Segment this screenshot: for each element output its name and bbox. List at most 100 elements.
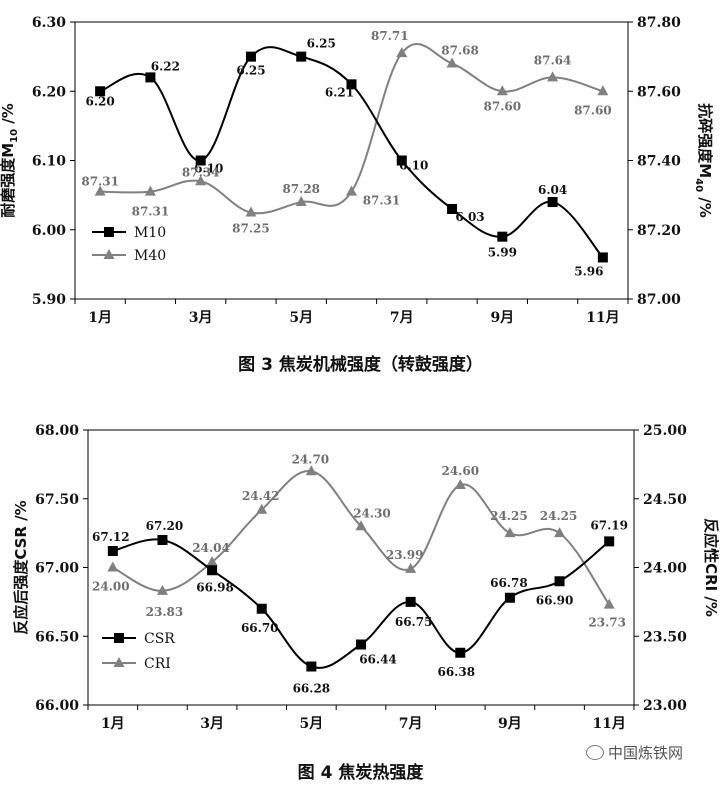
legend-marker [114,633,124,643]
series-m40-data-label: 87.60 [484,99,522,113]
x-tick-label: 1月 [88,310,112,326]
series-m10-data-label: 6.10 [194,162,223,176]
legend-label: CRI [144,656,171,672]
x-tick-label: 3月 [200,716,224,732]
series-cri-data-label: 24.60 [441,464,479,478]
series-m10-data-label: 6.21 [325,85,354,99]
series-m40-data-label: 87.31 [363,194,401,208]
y-right-tick-label: 87.80 [637,15,681,31]
series-m10-data-label: 6.22 [151,59,180,73]
series-csr-data-label: 66.98 [196,580,234,594]
series-csr-data-label: 66.90 [536,593,574,607]
series-m10-point [547,197,558,208]
x-tick-label: 11月 [592,716,625,732]
y-left-tick-label: 66.00 [35,698,79,714]
series-cri-point [355,520,367,531]
series-m10-point [447,203,458,214]
watermark: 中国炼铁网 [586,742,683,763]
series-cri-data-label: 24.70 [292,452,330,466]
series-csr-point [157,535,168,545]
series-m10-data-label: 5.96 [574,264,603,278]
chart-2: 66.00 66.50 67.00 67.50 68.00 23.00 23.50 24.00… [12,423,720,732]
series-csr-point [405,596,416,607]
series-cri-point [504,527,516,538]
series-m40-point [94,185,106,196]
y-left-tick-label: 66.50 [35,629,79,645]
series-m40-data-label: 87.68 [441,44,479,58]
series-m40-point [547,71,559,82]
series-m40-data-label: 87.34 [182,165,220,179]
series-m40-line [100,43,604,215]
series-m40-data-label: 87.71 [371,29,409,43]
x-tick-label: 1月 [101,716,125,732]
legend-label: M40 [134,248,166,264]
series-m10-point [145,72,156,83]
series-m40-point [195,175,207,186]
series-csr-point [207,565,218,576]
series-m40-data-label: 87.31 [132,205,170,219]
y-left-tick-label: 5.90 [32,292,66,308]
y-right-tick-label: 87.60 [637,84,681,100]
x-tick-label: 11月 [586,310,619,326]
series-cri-data-label: 24.00 [92,580,130,594]
series-cri-data-label: 23.99 [386,548,424,562]
series-m10-data-label: 5.99 [488,246,517,260]
x-tick-label: 3月 [189,310,213,326]
series-csr-point [455,647,466,658]
series-m10-point [396,155,407,166]
chart-1: 5.90 6.00 6.10 6.20 6.30 87.00 87.20 87.40 87.60… [0,15,714,326]
y-right-tick-label: 24.50 [643,492,687,508]
x-tick-label: 5月 [299,716,323,732]
series-cri-data-label: 23.83 [146,605,184,619]
series-cri-point [405,562,417,573]
series-m40-point [597,85,609,96]
y-left-tick-label: 6.00 [32,223,66,239]
series-m10-point [597,252,608,263]
series-cri-data-label: 24.30 [353,506,391,520]
y-right-tick-label: 87.00 [637,292,681,308]
series-csr-point [504,592,515,603]
series-csr-data-label: 66.44 [359,653,397,667]
y-left-axis-title: 反应后强度CSR /% [12,500,30,634]
y-left-axis-title: 耐磨强度M10 /% [0,103,20,218]
x-tick-label: 9月 [490,310,514,326]
x-tick-label: 9月 [498,716,522,732]
series-csr-data-label: 67.19 [590,518,628,532]
y-right-tick-label: 23.00 [643,698,687,714]
series-m10-point [497,231,508,242]
legend-label: M10 [134,225,166,241]
wechat-icon [586,745,604,760]
y-left-tick-label: 6.20 [32,84,66,100]
legend-marker [113,657,125,667]
y-right-tick-label: 87.40 [637,154,681,170]
series-csr-data-label: 66.38 [437,665,475,679]
series-csr-point [306,661,317,672]
series-m40-point [144,185,156,196]
series-m40-data-label: 87.60 [574,103,612,117]
series-m10-point [95,86,106,97]
series-cri-point [603,598,615,609]
series-m10-data-label: 6.03 [455,210,484,224]
y-left-tick-label: 6.30 [32,15,66,31]
series-csr-data-label: 67.20 [146,519,184,533]
y-left-tick-label: 6.10 [32,154,66,170]
series-cri-data-label: 23.73 [588,616,626,630]
x-tick-label: 7月 [390,310,414,326]
y-left-tick-label: 68.00 [35,423,79,439]
series-m10-data-label: 6.25 [307,37,336,51]
series-cri-point [256,503,268,514]
series-cri-point [156,584,168,595]
series-csr-point [604,536,615,547]
series-csr-point [107,546,118,556]
series-m40-point [295,196,307,207]
series-cri-data-label: 24.25 [490,509,528,523]
y-right-tick-label: 23.50 [643,629,687,645]
series-csr-line [112,538,610,669]
series-m40-point [245,206,257,217]
series-cri-data-label: 24.04 [192,541,230,555]
series-csr-data-label: 66.78 [490,576,528,590]
series-cri-line [112,470,611,606]
series-m10-data-label: 6.25 [236,64,265,78]
legend-marker [104,227,114,237]
